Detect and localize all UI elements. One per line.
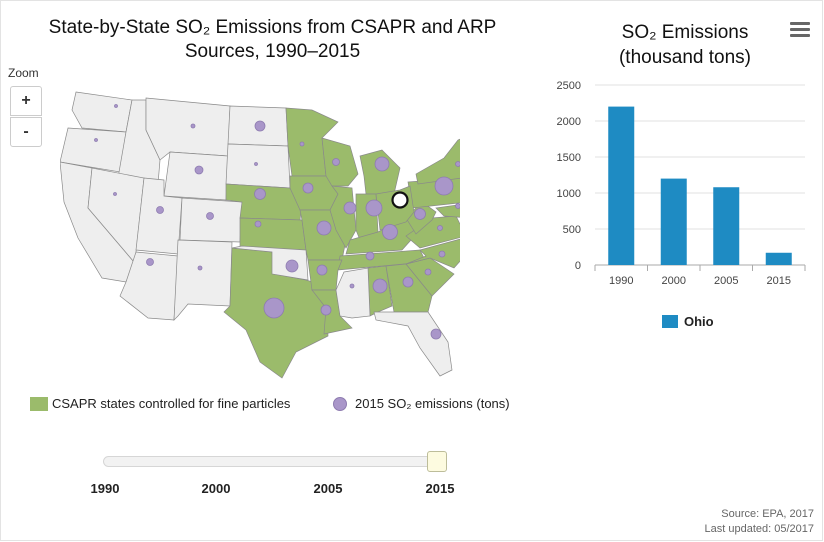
emissions-legend-label: 2015 SO₂ emissions (tons)	[355, 396, 510, 411]
bubble-nm[interactable]	[197, 265, 203, 271]
hamburger-menu-icon[interactable]	[790, 22, 810, 37]
state-washington[interactable]	[71, 91, 133, 133]
zoom-out-button[interactable]: -	[10, 117, 42, 147]
bubble-or[interactable]	[94, 138, 98, 142]
y-tick-label: 1000	[557, 188, 581, 200]
bubble-nc[interactable]	[438, 250, 446, 258]
source-text: Source: EPA, 2017	[721, 508, 814, 520]
slider-tick-2005: 2005	[313, 481, 343, 496]
state-kansas[interactable]	[239, 217, 307, 251]
bubble-ky[interactable]	[382, 224, 398, 240]
bubble-md[interactable]	[455, 203, 461, 209]
y-tick-label: 1500	[557, 152, 581, 164]
state-montana[interactable]	[145, 97, 231, 161]
zoom-label: Zoom	[8, 66, 39, 80]
us-state-map[interactable]	[60, 90, 460, 380]
bubble-az[interactable]	[146, 258, 154, 266]
state-wisconsin[interactable]	[321, 137, 359, 187]
bubble-va[interactable]	[437, 225, 443, 231]
bubble-wy[interactable]	[194, 165, 204, 175]
ohio-legend-swatch[interactable]	[662, 315, 678, 328]
ohio-legend-label[interactable]: Ohio	[684, 314, 714, 329]
bubble-wi[interactable]	[332, 158, 340, 166]
bubble-ks[interactable]	[254, 220, 262, 228]
state-florida[interactable]	[373, 311, 453, 377]
state-georgia[interactable]	[385, 263, 433, 313]
state-arkansas[interactable]	[307, 259, 343, 291]
emissions-legend-circle	[333, 397, 347, 411]
state-new-mexico[interactable]	[173, 239, 233, 321]
bubble-ny[interactable]	[455, 161, 461, 167]
state-south-dakota[interactable]	[225, 143, 291, 189]
bar-chart: 0 500 1000 1500 2000 2500 1990 2000 2005 2015	[557, 80, 806, 287]
x-tick-label: 2005	[714, 275, 738, 287]
bubble-la[interactable]	[320, 304, 332, 316]
y-tick-label: 2500	[557, 80, 581, 92]
bubble-ok[interactable]	[285, 259, 299, 273]
state-michigan[interactable]	[359, 149, 401, 195]
slider-tick-1990: 1990	[90, 481, 120, 496]
x-tick-label: 2015	[767, 275, 791, 287]
bubble-mn[interactable]	[299, 141, 305, 147]
x-tick-label: 1990	[609, 275, 633, 287]
bubble-ms[interactable]	[349, 283, 355, 289]
state-mississippi[interactable]	[335, 267, 371, 319]
bubble-oh-highlighted[interactable]	[391, 191, 409, 209]
bubble-ia[interactable]	[302, 182, 314, 194]
state-wyoming[interactable]	[163, 151, 229, 201]
bubble-tx[interactable]	[263, 297, 285, 319]
last-updated-text: Last updated: 05/2017	[704, 523, 814, 535]
bar-2015[interactable]	[765, 252, 792, 265]
y-tick-label: 0	[575, 260, 581, 272]
bubble-ga[interactable]	[402, 276, 414, 288]
bubble-il[interactable]	[343, 201, 357, 215]
bubble-al[interactable]	[372, 278, 388, 294]
state-maryland[interactable]	[435, 204, 460, 218]
map-title: State-by-State SO₂ Emissions from CSAPR …	[48, 17, 497, 62]
bubble-ar[interactable]	[316, 264, 328, 276]
year-slider-track[interactable]	[103, 456, 443, 467]
bubble-pa[interactable]	[434, 176, 454, 196]
bubble-mt[interactable]	[190, 123, 196, 129]
bubble-sc[interactable]	[424, 268, 432, 276]
state-new-york[interactable]	[415, 134, 460, 185]
bubble-fl[interactable]	[430, 328, 442, 340]
bubble-ut[interactable]	[156, 206, 164, 214]
bubble-wa[interactable]	[114, 104, 118, 108]
year-slider-handle[interactable]	[427, 451, 447, 472]
bubble-co[interactable]	[206, 212, 214, 220]
state-illinois[interactable]	[329, 185, 357, 249]
y-tick-label: 500	[563, 224, 581, 236]
bar-2000[interactable]	[660, 178, 687, 265]
bar-chart-title: SO₂ Emissions (thousand tons)	[618, 22, 752, 68]
bar-2005[interactable]	[713, 187, 740, 265]
bubble-nd[interactable]	[254, 120, 266, 132]
x-tick-label: 2000	[662, 275, 686, 287]
bar-1990[interactable]	[608, 106, 635, 265]
bubble-ne[interactable]	[254, 188, 266, 200]
zoom-in-button[interactable]: +	[10, 86, 42, 116]
bubble-sd[interactable]	[254, 162, 258, 166]
csapr-legend-label: CSAPR states controlled for fine particl…	[52, 396, 291, 411]
csapr-legend-swatch	[30, 397, 48, 411]
state-north-carolina[interactable]	[405, 238, 460, 269]
slider-tick-2000: 2000	[201, 481, 231, 496]
bubble-in[interactable]	[365, 199, 383, 217]
state-colorado[interactable]	[179, 197, 243, 243]
bubble-wv[interactable]	[414, 208, 426, 220]
bubble-tn[interactable]	[365, 251, 375, 261]
bubble-nv[interactable]	[113, 192, 117, 196]
emission-bubbles	[94, 104, 461, 340]
bubble-mo[interactable]	[316, 220, 332, 236]
y-tick-label: 2000	[557, 116, 581, 128]
slider-tick-2015: 2015	[425, 481, 455, 496]
bubble-mi[interactable]	[374, 156, 390, 172]
